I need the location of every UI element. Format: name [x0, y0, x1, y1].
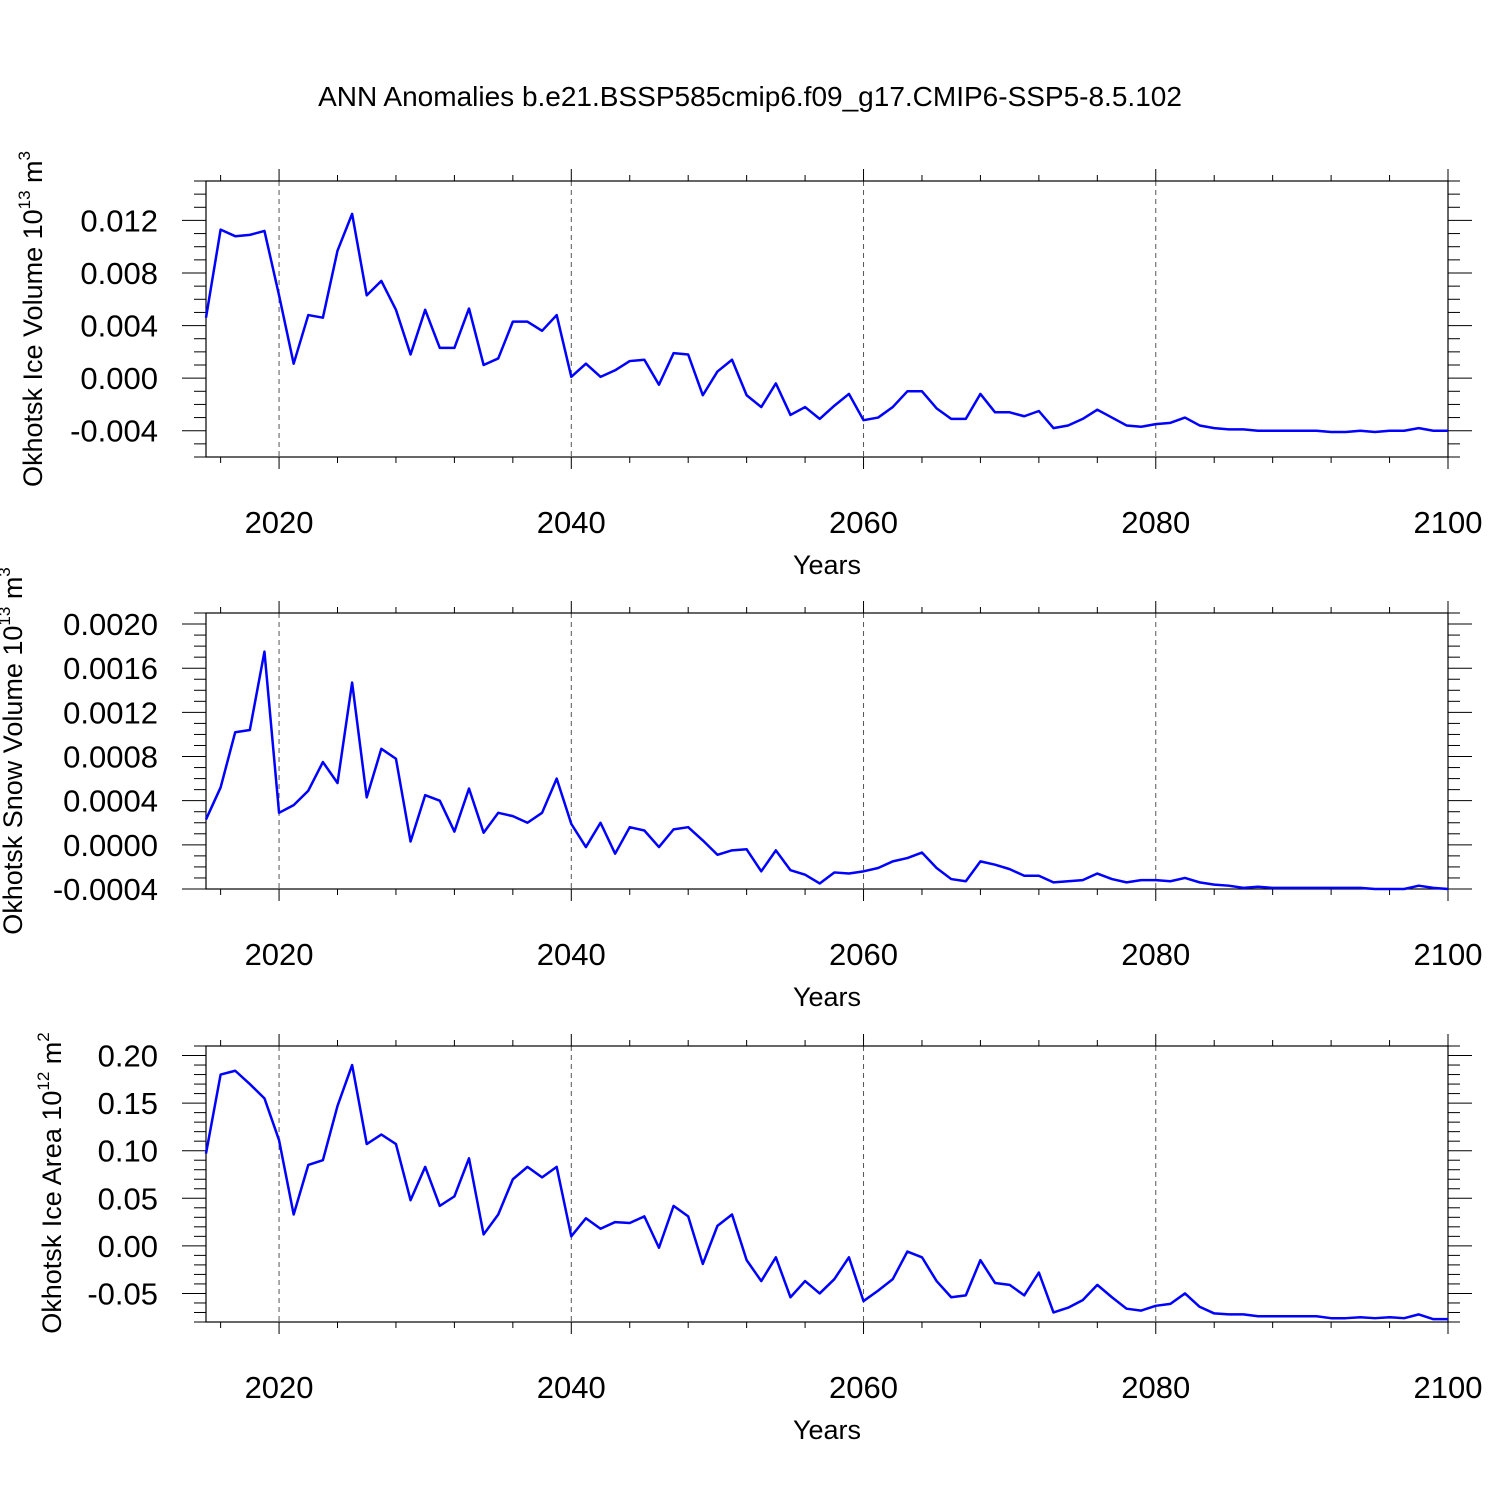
y-axis-label-prefix: Okhotsk Ice Area 10: [37, 1091, 67, 1334]
plot-frame: [205, 180, 1449, 458]
plot-frame: [205, 1045, 1449, 1323]
series-line: [204, 1063, 1448, 1321]
y-tick-label: -0.05: [87, 1276, 158, 1311]
y-axis-label-unit-exponent: 3: [15, 151, 34, 160]
y-tick-label: 0.004: [80, 309, 158, 344]
y-tick-label: 0.0000: [63, 828, 158, 863]
y-axis-label-unit: m: [0, 577, 28, 607]
x-tick-label: 2060: [829, 937, 898, 972]
x-tick-label: 2020: [245, 505, 314, 540]
y-axis-label-unit: m: [37, 1042, 67, 1072]
panel-ice-volume: Years Okhotsk Ice Volume 1013 m3 2020 204…: [15, 151, 1482, 580]
x-tick-label: 2100: [1414, 1370, 1483, 1405]
y-tick-label: 0.15: [98, 1086, 158, 1121]
y-axis-label-unit-exponent: 3: [0, 567, 14, 576]
x-tick-label: 2060: [829, 1370, 898, 1405]
x-axis-label: Years: [793, 982, 861, 1012]
y-tick-label: 0.0016: [63, 651, 158, 686]
series-line: [204, 212, 1448, 434]
plot-frame: [205, 612, 1449, 890]
x-tick-label: 2060: [829, 505, 898, 540]
y-axis-label: Okhotsk Ice Volume 1013 m3: [15, 151, 48, 487]
x-tick-label: 2020: [245, 937, 314, 972]
x-tick-label: 2100: [1414, 505, 1483, 540]
x-axis-label: Years: [793, 1415, 861, 1445]
y-tick-label: 0.000: [80, 361, 158, 396]
x-tick-label: 2040: [537, 937, 606, 972]
x-axis-label: Years: [793, 550, 861, 580]
y-tick-label: -0.0004: [53, 872, 158, 907]
y-tick-label: 0.0008: [63, 740, 158, 775]
x-tick-label: 2080: [1121, 505, 1190, 540]
x-tick-label: 2040: [537, 1370, 606, 1405]
series-line: [204, 650, 1449, 891]
y-axis-label-unit: m: [18, 160, 48, 190]
y-tick-label: 0.00: [98, 1229, 158, 1264]
x-tick-label: 2080: [1121, 937, 1190, 972]
y-axis-label-unit-exponent: 2: [34, 1032, 53, 1041]
y-tick-label: 0.0020: [63, 607, 158, 642]
y-tick-label: 0.008: [80, 256, 158, 291]
y-axis-label-prefix: Okhotsk Snow Volume 10: [0, 626, 28, 935]
y-axis-label-prefix: Okhotsk Ice Volume 10: [18, 209, 48, 487]
y-tick-label: -0.004: [70, 414, 158, 449]
y-axis-label-exponent: 13: [0, 607, 14, 626]
y-axis-label: Okhotsk Ice Area 1012 m2: [34, 1032, 67, 1334]
y-tick-label: 0.0004: [63, 784, 158, 819]
y-tick-label: 0.05: [98, 1181, 158, 1216]
chart-title: ANN Anomalies b.e21.BSSP585cmip6.f09_g17…: [318, 81, 1182, 112]
panel-ice-area: Years Okhotsk Ice Area 1012 m2 2020 2040 2…: [34, 1032, 1482, 1445]
y-tick-label: 0.012: [80, 203, 158, 238]
y-axis-label-exponent: 13: [15, 190, 34, 209]
y-axis-label: Okhotsk Snow Volume 1013 m3: [0, 567, 28, 935]
panel-snow-volume: Years Okhotsk Snow Volume 1013 m3 2020 20…: [0, 567, 1482, 1012]
x-tick-label: 2100: [1414, 937, 1483, 972]
y-tick-label: 0.10: [98, 1134, 158, 1169]
y-tick-label: 0.0012: [63, 695, 158, 730]
x-tick-label: 2040: [537, 505, 606, 540]
y-axis-label-exponent: 12: [34, 1072, 53, 1091]
y-tick-label: 0.20: [98, 1039, 158, 1074]
x-tick-label: 2020: [245, 1370, 314, 1405]
x-tick-label: 2080: [1121, 1370, 1190, 1405]
